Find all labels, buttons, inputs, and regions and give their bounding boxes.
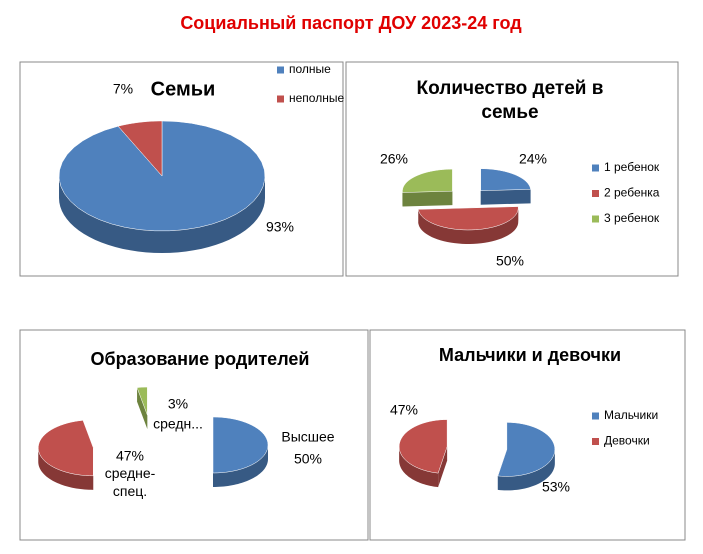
legend-swatch — [592, 215, 599, 223]
data-label: 3% — [168, 396, 188, 412]
pie-slice — [480, 168, 531, 191]
data-label: 26% — [380, 151, 408, 167]
data-label: 50% — [496, 253, 524, 269]
legend-label: 1 ребенок — [604, 160, 660, 174]
legend-swatch — [592, 190, 599, 197]
pie-side — [497, 449, 555, 491]
pie-slice — [398, 419, 448, 474]
legend-swatch — [277, 66, 284, 74]
data-label: 93% — [266, 219, 294, 235]
chart-title: Мальчики и девочки — [439, 345, 621, 365]
legend-swatch — [592, 438, 599, 445]
pie-side — [399, 446, 439, 488]
category-label: средн... — [153, 416, 203, 432]
category-label: средне-спец. — [104, 464, 156, 499]
pie-slice — [418, 206, 519, 231]
legend-label: неполные — [289, 91, 344, 105]
panel — [19, 329, 369, 541]
legend-swatch — [592, 164, 599, 172]
chart-title-box: Количество детей в семье — [416, 77, 604, 124]
legend-swatch — [592, 412, 599, 420]
pie-slice — [136, 386, 148, 416]
data-label: 7% — [113, 81, 133, 97]
legend-label: 3 ребенок — [604, 211, 660, 225]
pie-slice — [497, 422, 556, 477]
data-label: 50% — [294, 451, 322, 467]
panel — [19, 61, 344, 277]
pie-side — [402, 191, 453, 207]
legend-label: 2 ребенка — [604, 186, 660, 200]
pie-slice — [402, 168, 453, 193]
panel — [369, 329, 686, 541]
data-label: 53% — [542, 479, 570, 495]
pie-side — [59, 176, 265, 253]
category-label-box: средне-спец. — [104, 464, 156, 499]
data-label: 47% — [116, 448, 144, 464]
pie-side — [480, 189, 531, 205]
legend-label: Мальчики — [604, 408, 658, 422]
data-label: 24% — [519, 151, 547, 167]
category-label: Высшее — [281, 429, 334, 445]
pie-side — [38, 447, 94, 490]
pie-slice — [38, 420, 94, 477]
panel — [345, 61, 679, 277]
page-title: Социальный паспорт ДОУ 2023-24 год — [180, 13, 522, 33]
legend-swatch — [277, 95, 284, 103]
pie-side — [137, 387, 148, 430]
pie-slice — [212, 416, 269, 474]
chart-title: Количество детей в семье — [416, 77, 604, 124]
pie-side — [438, 446, 448, 488]
pie-side — [213, 445, 268, 487]
legend-label: полные — [289, 62, 331, 76]
chart-title: Семьи — [151, 78, 216, 100]
pie-side — [418, 207, 519, 244]
chart-title: Образование родителей — [91, 349, 310, 369]
legend-label: Девочки — [604, 434, 650, 448]
pie-slice — [117, 120, 163, 177]
data-label: 47% — [390, 402, 418, 418]
